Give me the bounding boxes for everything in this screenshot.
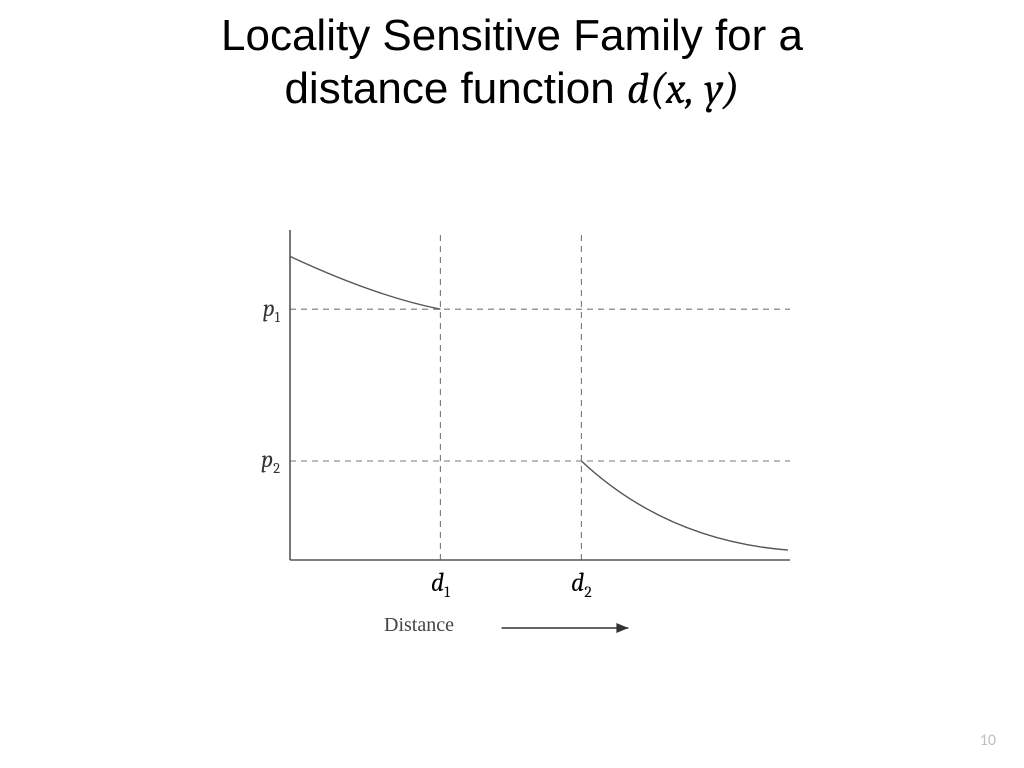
y-tick-label-p1: p1 [240,294,280,326]
page-number: 10 [980,731,996,750]
x-tick-label-d1: d1 [420,568,460,601]
title-line-2: distance function d(x, y) [0,63,1024,116]
distance-text: Distance [384,614,454,636]
slide: Locality Sensitive Family for a distance… [0,0,1024,768]
lsh-chart: p1 p2 d1 d2 Distance [220,230,800,650]
y-tick-label-p2: p2 [240,445,280,477]
x-axis-label: Distance [384,614,454,637]
slide-title: Locality Sensitive Family for a distance… [0,10,1024,116]
title-math: d(x, y) [627,63,740,114]
x-tick-label-d2: d2 [561,568,601,601]
title-line-2-text: distance function [284,64,626,113]
title-line-1: Locality Sensitive Family for a [0,10,1024,63]
chart-svg [220,230,800,650]
